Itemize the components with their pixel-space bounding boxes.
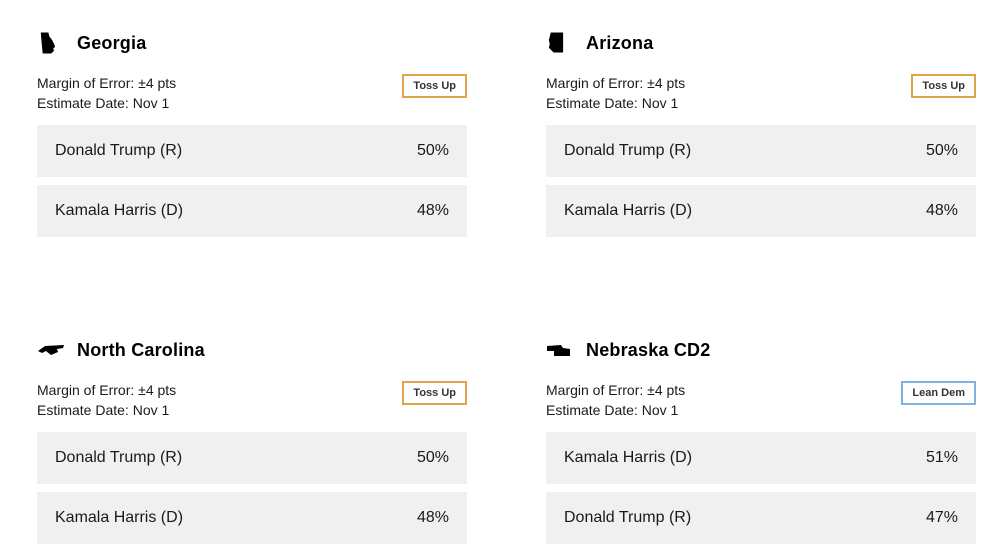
state-title: North Carolina	[77, 339, 205, 360]
candidate-percentage: 50%	[925, 142, 958, 159]
estimate-date: Estimate Date: Nov 1	[546, 402, 679, 418]
candidate-name: Donald Trump (R)	[564, 142, 692, 159]
candidate-percentage: 50%	[416, 142, 449, 159]
state-panel-georgia: Georgia Margin of Error: ±4 pts Estimate…	[37, 30, 467, 245]
arizona-state-icon	[546, 31, 578, 55]
candidate-percentage: 48%	[925, 202, 958, 219]
state-title: Georgia	[77, 32, 147, 53]
panel-header: North Carolina	[37, 337, 467, 363]
candidate-percentage: 51%	[925, 449, 958, 466]
candidate-name: Kamala Harris (D)	[55, 509, 184, 526]
georgia-state-icon	[37, 31, 69, 55]
nebraska-state-icon	[546, 343, 578, 357]
candidate-percentage: 48%	[416, 202, 449, 219]
candidate-percentage: 50%	[416, 449, 449, 466]
candidate-row: Kamala Harris (D) 48%	[546, 185, 976, 237]
candidate-row: Donald Trump (R) 50%	[37, 432, 467, 484]
candidate-row: Kamala Harris (D) 51%	[546, 432, 976, 484]
candidate-row: Kamala Harris (D) 48%	[37, 492, 467, 544]
state-panel-north-carolina: North Carolina Margin of Error: ±4 pts E…	[37, 337, 467, 552]
candidate-row: Donald Trump (R) 50%	[37, 125, 467, 177]
candidate-percentage: 48%	[416, 509, 449, 526]
estimate-date: Estimate Date: Nov 1	[546, 95, 679, 111]
margin-of-error: Margin of Error: ±4 pts	[546, 75, 686, 91]
candidate-name: Donald Trump (R)	[55, 449, 183, 466]
meta-lines: Margin of Error: ±4 pts Estimate Date: N…	[546, 380, 685, 420]
candidate-name: Kamala Harris (D)	[564, 449, 693, 466]
north-carolina-state-icon	[37, 344, 69, 357]
panel-header: Arizona	[546, 30, 976, 56]
rating-badge: Toss Up	[402, 74, 467, 98]
candidate-name: Donald Trump (R)	[55, 142, 183, 159]
meta-row: Margin of Error: ±4 pts Estimate Date: N…	[37, 380, 467, 420]
rating-badge: Toss Up	[911, 74, 976, 98]
meta-lines: Margin of Error: ±4 pts Estimate Date: N…	[37, 380, 176, 420]
panel-header: Georgia	[37, 30, 467, 56]
meta-row: Margin of Error: ±4 pts Estimate Date: N…	[546, 73, 976, 113]
margin-of-error: Margin of Error: ±4 pts	[37, 382, 177, 398]
meta-row: Margin of Error: ±4 pts Estimate Date: N…	[37, 73, 467, 113]
candidate-percentage: 47%	[925, 509, 958, 526]
state-panel-nebraska-cd2: Nebraska CD2 Margin of Error: ±4 pts Est…	[546, 337, 976, 552]
meta-row: Margin of Error: ±4 pts Estimate Date: N…	[546, 380, 976, 420]
candidate-name: Kamala Harris (D)	[55, 202, 184, 219]
panel-header: Nebraska CD2	[546, 337, 976, 363]
candidate-row: Kamala Harris (D) 48%	[37, 185, 467, 237]
estimate-date: Estimate Date: Nov 1	[37, 402, 170, 418]
meta-lines: Margin of Error: ±4 pts Estimate Date: N…	[37, 73, 176, 113]
candidate-row: Donald Trump (R) 50%	[546, 125, 976, 177]
meta-lines: Margin of Error: ±4 pts Estimate Date: N…	[546, 73, 685, 113]
candidate-name: Kamala Harris (D)	[564, 202, 693, 219]
state-title: Arizona	[586, 32, 654, 53]
candidate-name: Donald Trump (R)	[564, 509, 692, 526]
rating-badge: Toss Up	[402, 381, 467, 405]
state-panel-arizona: Arizona Margin of Error: ±4 pts Estimate…	[546, 30, 976, 245]
margin-of-error: Margin of Error: ±4 pts	[546, 382, 686, 398]
state-title: Nebraska CD2	[586, 339, 711, 360]
candidate-row: Donald Trump (R) 47%	[546, 492, 976, 544]
rating-badge: Lean Dem	[901, 381, 976, 405]
margin-of-error: Margin of Error: ±4 pts	[37, 75, 177, 91]
estimate-date: Estimate Date: Nov 1	[37, 95, 170, 111]
